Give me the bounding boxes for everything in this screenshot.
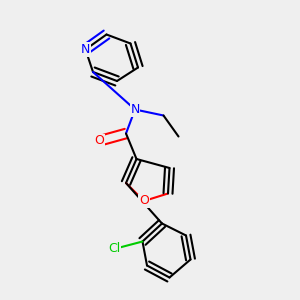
Text: Cl: Cl [108,242,120,256]
Text: O: O [139,194,149,208]
Text: N: N [130,103,140,116]
Text: O: O [94,134,104,148]
Text: N: N [81,43,90,56]
